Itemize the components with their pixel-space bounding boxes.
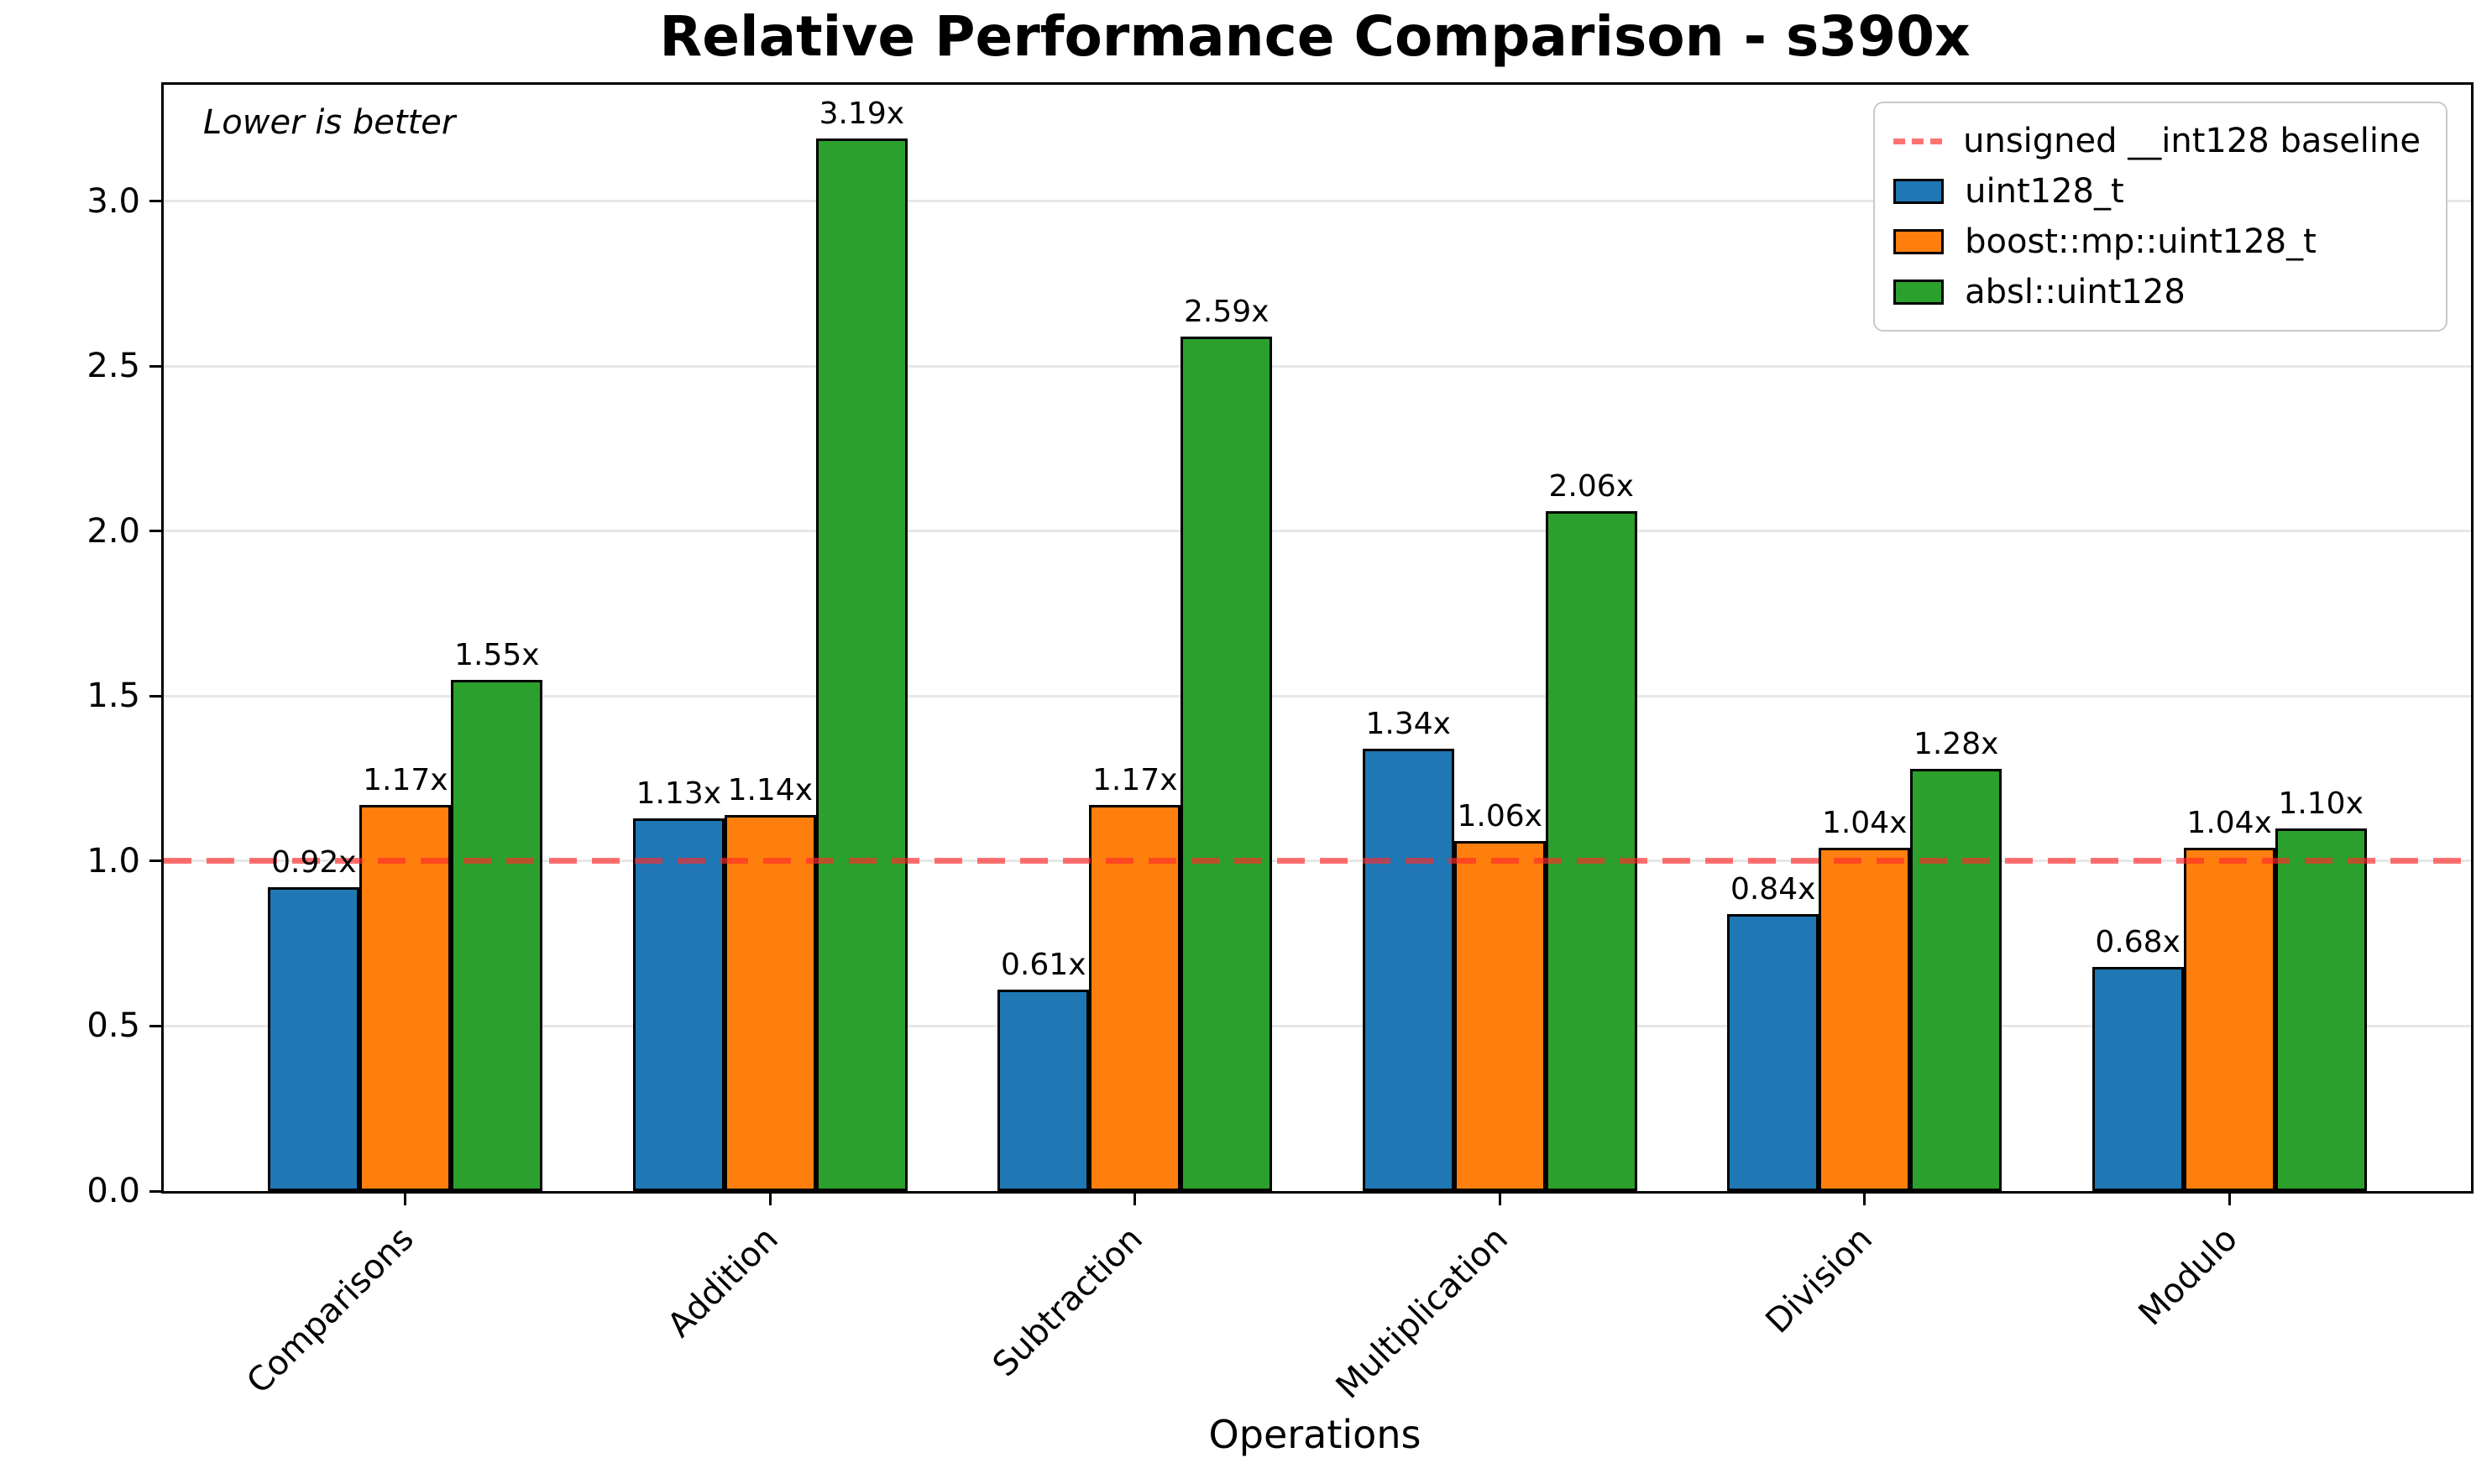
x-tick-modulo	[2228, 1194, 2231, 1205]
x-tick-label-multiplication: Multiplication	[1328, 1220, 1516, 1407]
bar-boost-mp-uint128-t-addition	[724, 814, 816, 1191]
y-tick-1.5	[149, 694, 161, 698]
legend-color-swatch-boost-mp-uint128-t	[1893, 229, 1945, 254]
x-tick-comparisons	[404, 1194, 407, 1205]
y-tick-label-2.5: 2.5	[86, 347, 140, 386]
bar-absl-uint128-subtraction	[1181, 336, 1273, 1191]
value-label-boost-mp-uint128-t-division: 1.04x	[1821, 806, 1908, 841]
y-tick-1.0	[149, 860, 161, 863]
y-tick-0.0	[149, 1189, 161, 1193]
bar-boost-mp-uint128-t-comparisons	[359, 805, 452, 1191]
value-label-absl-uint128-multiplication: 2.06x	[1548, 469, 1634, 504]
legend-label-absl-uint128: absl::uint128	[1965, 273, 2186, 311]
x-tick-label-division: Division	[1758, 1220, 1881, 1341]
value-label-boost-mp-uint128-t-addition: 1.14x	[727, 772, 814, 807]
y-tick-0.5	[149, 1024, 161, 1027]
y-tick-label-0.0: 0.0	[86, 1172, 140, 1210]
x-tick-label-subtraction: Subtraction	[986, 1220, 1151, 1385]
y-tick-label-1.5: 1.5	[86, 677, 140, 716]
value-label-uint128-t-addition: 1.13x	[636, 776, 722, 811]
y-tick-label-1.0: 1.0	[86, 841, 140, 880]
bar-uint128-t-subtraction	[997, 990, 1090, 1191]
y-tick-3.0	[149, 200, 161, 203]
bar-absl-uint128-modulo	[2275, 828, 2367, 1191]
value-label-absl-uint128-comparisons: 1.55x	[454, 637, 540, 672]
y-tick-2.0	[149, 530, 161, 533]
legend-color-swatch-absl-uint128	[1893, 280, 1945, 305]
value-label-uint128-t-subtraction: 0.61x	[1001, 948, 1086, 983]
bar-boost-mp-uint128-t-division	[1819, 848, 1911, 1191]
gridline-y-1.5	[164, 694, 2471, 698]
x-tick-label-comparisons: Comparisons	[238, 1220, 421, 1402]
plot-area: Lower is better 0.92x 1.13x 0.61x 1.34x 0.84…	[86, 82, 2474, 1406]
value-label-boost-mp-uint128-t-modulo: 1.04x	[2186, 806, 2272, 841]
bar-absl-uint128-comparisons	[451, 679, 543, 1191]
x-tick-division	[1863, 1194, 1866, 1205]
y-tick-2.5	[149, 364, 161, 368]
legend-item-boost-mp-uint128-t: boost::mp::uint128_t	[1893, 217, 2421, 266]
value-label-boost-mp-uint128-t-subtraction: 1.17x	[1092, 763, 1178, 798]
bar-uint128-t-division	[1727, 913, 1819, 1191]
gridline-y-0.5	[164, 1024, 2471, 1027]
legend-label-boost-mp-uint128-t: boost::mp::uint128_t	[1965, 222, 2317, 261]
chart-title: Relative Performance Comparison - s390x	[659, 4, 1971, 69]
bar-uint128-t-addition	[632, 818, 725, 1191]
value-label-uint128-t-modulo: 0.68x	[2095, 924, 2180, 959]
bar-absl-uint128-division	[1910, 768, 2002, 1191]
bar-boost-mp-uint128-t-modulo	[2183, 848, 2275, 1191]
x-tick-addition	[768, 1194, 772, 1205]
legend-label-unsigned-int128-baseline: unsigned __int128 baseline	[1963, 122, 2421, 160]
legend-item-uint128-t: uint128_t	[1893, 167, 2421, 216]
legend-item-absl-uint128: absl::uint128	[1893, 268, 2421, 316]
y-tick-label-0.5: 0.5	[86, 1006, 140, 1046]
x-tick-label-modulo: Modulo	[2131, 1220, 2245, 1334]
gridline-y-3.0	[164, 200, 2471, 203]
bar-absl-uint128-addition	[815, 138, 908, 1191]
value-label-absl-uint128-modulo: 1.10x	[2278, 786, 2364, 821]
value-label-uint128-t-multiplication: 1.34x	[1365, 707, 1451, 742]
legend-item-unsigned-int128-baseline: unsigned __int128 baseline	[1893, 117, 2421, 165]
annotation-lower-is-better: Lower is better	[203, 103, 456, 142]
gridline-y-2.5	[164, 364, 2471, 368]
x-axis-label: Operations	[1208, 1412, 1421, 1457]
legend-label-uint128-t: uint128_t	[1965, 172, 2124, 211]
x-tick-subtraction	[1133, 1194, 1137, 1205]
value-label-uint128-t-comparisons: 0.92x	[271, 845, 357, 880]
value-label-uint128-t-division: 0.84x	[1730, 871, 1816, 907]
bar-boost-mp-uint128-t-multiplication	[1453, 841, 1546, 1191]
baseline-dashed-line	[164, 858, 2471, 865]
x-tick-multiplication	[1498, 1194, 1501, 1205]
x-tick-label-addition: Addition	[660, 1220, 786, 1346]
legend-dash-swatch	[1893, 138, 1943, 144]
value-label-absl-uint128-addition: 3.19x	[819, 97, 905, 132]
bar-uint128-t-modulo	[2092, 966, 2184, 1191]
legend-color-swatch-uint128-t	[1893, 179, 1945, 204]
bar-uint128-t-comparisons	[268, 887, 360, 1191]
value-label-boost-mp-uint128-t-multiplication: 1.06x	[1457, 799, 1542, 834]
y-tick-label-3.0: 3.0	[86, 181, 140, 221]
value-label-boost-mp-uint128-t-comparisons: 1.17x	[363, 763, 448, 798]
bar-boost-mp-uint128-t-subtraction	[1089, 805, 1181, 1191]
value-label-absl-uint128-division: 1.28x	[1913, 726, 1999, 761]
bar-uint128-t-multiplication	[1362, 749, 1454, 1191]
gridline-y-2.0	[164, 530, 2471, 533]
value-label-absl-uint128-subtraction: 2.59x	[1184, 294, 1270, 329]
y-tick-label-2.0: 2.0	[86, 511, 140, 551]
bar-absl-uint128-multiplication	[1545, 511, 1637, 1191]
